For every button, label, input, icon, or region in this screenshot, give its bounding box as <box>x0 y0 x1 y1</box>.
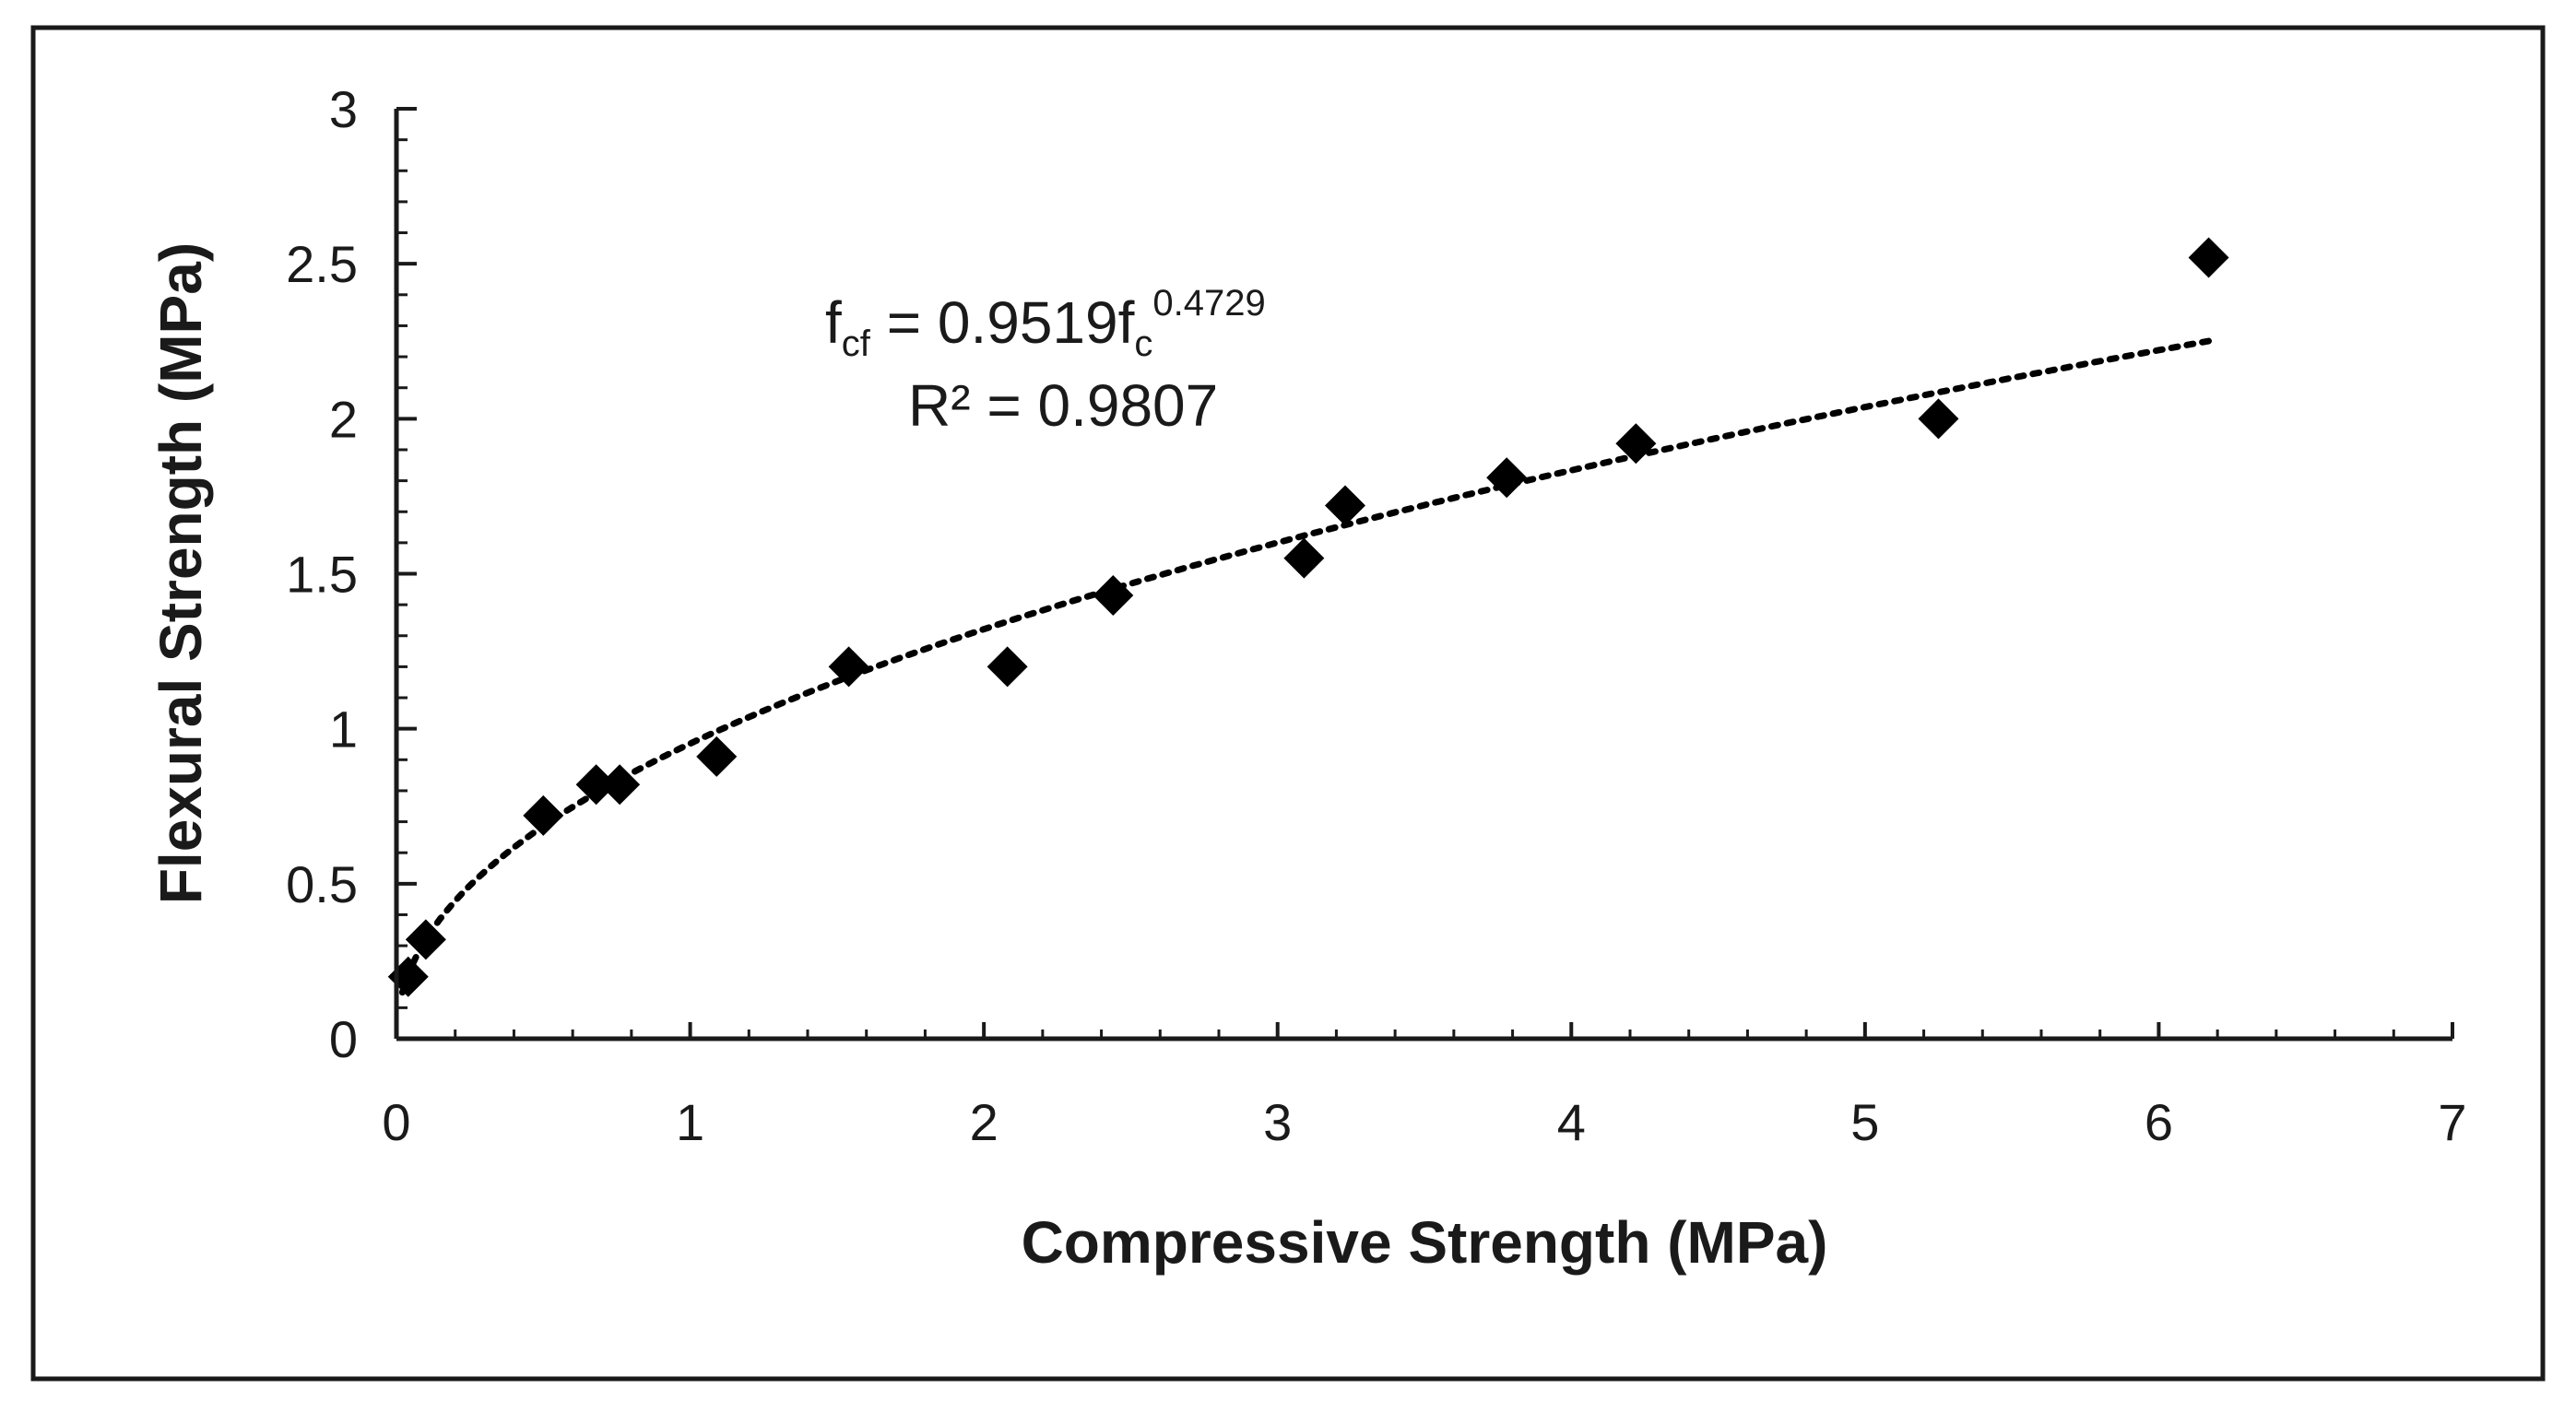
y-tick-label: 0.5 <box>286 855 358 913</box>
chart-border <box>30 25 2546 1382</box>
y-tick-label: 2.5 <box>286 235 358 293</box>
y-tick-label: 1 <box>329 700 358 759</box>
x-tick-label: 0 <box>382 1093 410 1151</box>
x-tick-label: 1 <box>676 1093 704 1151</box>
x-tick-label: 3 <box>1263 1093 1292 1151</box>
equation-subscript-c: c <box>1134 324 1152 364</box>
data-point <box>523 794 564 836</box>
data-point <box>1324 485 1365 526</box>
ticks-layer: 0 1 2 3 4 5 6 7 0 0.5 1 1.5 2 2.5 3 <box>286 80 2466 1151</box>
data-point <box>575 764 617 806</box>
x-tick-label: 4 <box>1557 1093 1586 1151</box>
y-axis-title: Flexural Strength (MPa) <box>148 242 214 904</box>
y-tick-label: 0 <box>329 1010 358 1068</box>
data-point <box>1486 457 1528 499</box>
data-point <box>1615 423 1657 465</box>
equation-middle: = 0.9519f <box>870 289 1135 356</box>
points-layer <box>387 237 2229 997</box>
data-point <box>987 646 1028 688</box>
y-tick-label: 2 <box>329 390 358 448</box>
trendline-layer <box>398 337 2213 996</box>
data-point <box>828 646 869 688</box>
x-axis-title: Compressive Strength (MPa) <box>1022 1209 1828 1276</box>
data-point <box>2188 237 2229 278</box>
x-tick-label: 5 <box>1850 1093 1879 1151</box>
data-point <box>1093 575 1134 617</box>
data-point <box>405 919 446 960</box>
power-trendline <box>398 337 2213 996</box>
x-tick-label: 7 <box>2438 1093 2466 1151</box>
equation-superscript: 0.4729 <box>1152 283 1265 324</box>
x-tick-label: 2 <box>970 1093 998 1151</box>
y-tick-label: 3 <box>329 80 358 138</box>
equation-base: f <box>825 289 842 356</box>
data-point <box>696 735 738 777</box>
y-tick-label: 1.5 <box>286 546 358 604</box>
r-squared-label: R² = 0.9807 <box>908 372 1218 439</box>
trendline-equation: fcf = 0.9519fc0.4729 <box>825 283 1266 364</box>
data-point <box>1283 537 1325 579</box>
data-point <box>1918 398 1959 440</box>
equation-subscript-cf: cf <box>842 324 871 364</box>
x-tick-label: 6 <box>2145 1093 2173 1151</box>
data-point <box>599 764 641 806</box>
